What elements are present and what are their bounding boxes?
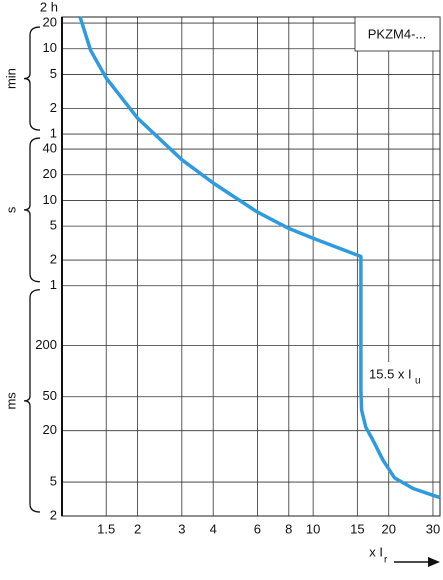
x-axis-label-subscript: r bbox=[384, 555, 388, 566]
annotation-bg bbox=[366, 362, 426, 388]
y-tick-label: 10 bbox=[43, 192, 57, 207]
y-group-label: s bbox=[3, 206, 18, 213]
x-tick-label: 2 bbox=[134, 521, 141, 536]
x-axis-label: x I bbox=[369, 544, 383, 559]
annotation: 15.5 x I bbox=[369, 366, 412, 381]
y-tick-label: 10 bbox=[43, 40, 57, 55]
y-group-label: min bbox=[3, 68, 18, 89]
y-tick-label: 2 bbox=[50, 252, 57, 267]
y-tick-label: 20 bbox=[43, 166, 57, 181]
y-group-brace bbox=[23, 26, 41, 131]
y-tick-label: 40 bbox=[43, 141, 57, 156]
y-tick-label: 1 bbox=[50, 277, 57, 292]
y-tick-label: 2 bbox=[50, 507, 57, 522]
x-tick-label: 1.5 bbox=[97, 521, 115, 536]
x-tick-label: 4 bbox=[210, 521, 217, 536]
x-tick-label: 30 bbox=[426, 521, 440, 536]
x-tick-label: 8 bbox=[285, 521, 292, 536]
y-tick-label: 5 bbox=[50, 66, 57, 81]
y-tick-label: 2 bbox=[50, 100, 57, 115]
y-tick-label: 50 bbox=[43, 388, 57, 403]
x-tick-label: 10 bbox=[306, 521, 320, 536]
y-tick-label: 1 bbox=[50, 125, 57, 140]
trip-curve bbox=[78, 16, 441, 500]
y-group-label: ms bbox=[3, 392, 18, 410]
legend-label: PKZM4-... bbox=[368, 26, 427, 41]
y-tick-label: 5 bbox=[50, 473, 57, 488]
y-tick-label: 5 bbox=[50, 218, 57, 233]
y-top-label: 2 h bbox=[40, 0, 58, 14]
x-tick-label: 3 bbox=[178, 521, 185, 536]
annotation-subscript: u bbox=[415, 376, 421, 387]
legend-box bbox=[354, 16, 441, 52]
x-tick-label: 20 bbox=[382, 521, 396, 536]
y-group-brace bbox=[23, 137, 41, 283]
y-tick-label: 200 bbox=[35, 337, 57, 352]
x-tick-label: 15 bbox=[350, 521, 364, 536]
x-tick-label: 6 bbox=[254, 521, 261, 536]
y-group-brace bbox=[23, 289, 41, 513]
y-tick-label: 20 bbox=[43, 422, 57, 437]
x-axis-arrowhead bbox=[428, 557, 440, 567]
y-tick-label: 20 bbox=[43, 14, 57, 29]
